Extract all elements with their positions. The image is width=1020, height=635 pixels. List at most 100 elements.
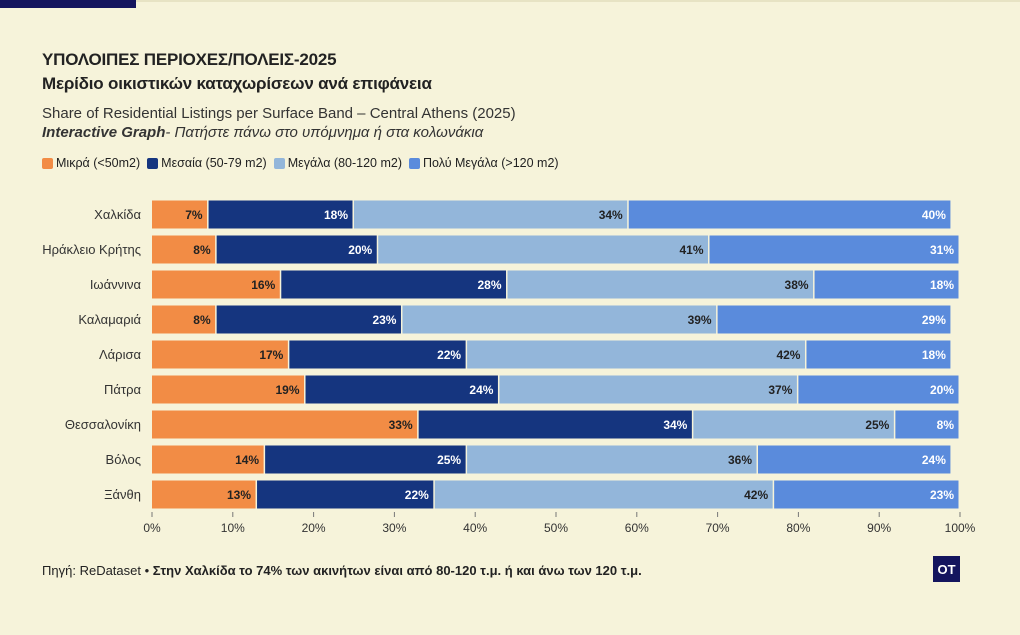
bar-value-label: 14% — [235, 453, 259, 467]
ot-logo[interactable]: OT — [933, 556, 960, 582]
bar-segment[interactable] — [152, 375, 305, 404]
bar-value-label: 8% — [193, 243, 211, 257]
bar-value-label: 38% — [785, 278, 809, 292]
bar-segment[interactable] — [378, 235, 709, 264]
bar-value-label: 36% — [728, 453, 752, 467]
bar-segment[interactable] — [152, 200, 208, 229]
x-tick-label: 80% — [786, 521, 810, 535]
legend-label: Μεγάλα (80-120 m2) — [287, 156, 403, 170]
bar-segment[interactable] — [152, 305, 216, 334]
bar-segment[interactable] — [467, 340, 805, 369]
x-tick-label: 60% — [625, 521, 649, 535]
category-label: Βόλος — [106, 452, 141, 467]
chart-title-secondary: Μερίδιο οικιστικών καταχωρίσεων ανά επιφ… — [42, 74, 432, 93]
bar-segment[interactable] — [152, 340, 288, 369]
bar-segment[interactable] — [717, 305, 951, 334]
bar-segment[interactable] — [814, 270, 959, 299]
bar-segment[interactable] — [265, 445, 466, 474]
x-tick-label: 40% — [463, 521, 487, 535]
bar-value-label: 42% — [744, 488, 768, 502]
bar-segment[interactable] — [257, 480, 434, 509]
legend-item-2[interactable]: Μεγάλα (80-120 m2) — [273, 156, 403, 170]
bar-value-label: 19% — [275, 383, 299, 397]
bar-segment[interactable] — [467, 445, 757, 474]
footer: Πηγή: ReDataset • Στην Χαλκίδα το 74% τω… — [42, 563, 642, 578]
bar-value-label: 40% — [922, 208, 946, 222]
bar-value-label: 25% — [437, 453, 461, 467]
legend-swatch — [409, 157, 421, 169]
bar-value-label: 42% — [776, 348, 800, 362]
bar-value-label: 41% — [679, 243, 703, 257]
bar-segment[interactable] — [216, 235, 377, 264]
x-tick-label: 30% — [382, 521, 406, 535]
bar-segment[interactable] — [693, 410, 894, 439]
bar-segment[interactable] — [152, 480, 256, 509]
bar-segment[interactable] — [152, 410, 418, 439]
bar-segment[interactable] — [305, 375, 498, 404]
bar-value-label: 18% — [930, 278, 954, 292]
legend-swatch — [42, 157, 53, 169]
bar-value-label: 23% — [930, 488, 954, 502]
legend-label: Μικρά (<50m2) — [56, 156, 141, 170]
bar-value-label: 13% — [227, 488, 251, 502]
bar-value-label: 8% — [193, 313, 211, 327]
top-divider — [136, 0, 1020, 2]
chart-title: ΥΠΟΛΟΙΠΕΣ ΠΕΡΙΟΧΕΣ/ΠΟΛΕΙΣ-2025 — [42, 50, 337, 69]
bar-value-label: 18% — [324, 208, 348, 222]
bar-segment[interactable] — [208, 200, 353, 229]
bar-segment[interactable] — [418, 410, 692, 439]
interactive-hint-text: - Πατήστε πάνω στο υπόμνημα ή στα κολωνά… — [165, 124, 484, 141]
bar-segment[interactable] — [354, 200, 628, 229]
bar-value-label: 8% — [937, 418, 955, 432]
x-tick-label: 70% — [706, 521, 730, 535]
bar-segment[interactable] — [152, 270, 280, 299]
bar-value-label: 22% — [405, 488, 429, 502]
x-tick-label: 90% — [867, 521, 891, 535]
category-label: Ξάνθη — [104, 487, 141, 502]
bar-segment[interactable] — [289, 340, 466, 369]
legend-item-1[interactable]: Μεσαία (50-79 m2) — [147, 156, 267, 170]
category-label: Θεσσαλονίκη — [65, 417, 141, 432]
bar-segment[interactable] — [806, 340, 951, 369]
legend-label: Μεσαία (50-79 m2) — [161, 156, 267, 170]
category-label: Ηράκλειο Κρήτης — [42, 242, 141, 257]
bar-segment[interactable] — [628, 200, 951, 229]
legend-label: Πολύ Μεγάλα (>120 m2) — [423, 156, 559, 170]
bar-segment[interactable] — [499, 375, 797, 404]
bar-value-label: 18% — [922, 348, 946, 362]
bar-segment[interactable] — [774, 480, 959, 509]
bar-segment[interactable] — [507, 270, 814, 299]
legend-item-3[interactable]: Πολύ Μεγάλα (>120 m2) — [409, 156, 559, 170]
legend-item-0[interactable]: Μικρά (<50m2) — [42, 156, 140, 170]
source-text: Πηγή: ReDataset — [42, 563, 141, 578]
bar-segment[interactable] — [402, 305, 717, 334]
bar-value-label: 17% — [259, 348, 283, 362]
bar-value-label: 23% — [372, 313, 396, 327]
category-label: Καλαμαριά — [78, 312, 141, 327]
bar-value-label: 37% — [768, 383, 792, 397]
bar-value-label: 16% — [251, 278, 275, 292]
footer-separator: • — [141, 563, 153, 578]
bar-segment[interactable] — [434, 480, 773, 509]
bar-segment[interactable] — [216, 305, 401, 334]
bar-segment[interactable] — [758, 445, 951, 474]
bar-value-label: 39% — [688, 313, 712, 327]
x-tick-label: 10% — [221, 521, 245, 535]
bar-value-label: 7% — [185, 208, 203, 222]
bar-value-label: 31% — [930, 243, 954, 257]
bar-segment[interactable] — [709, 235, 959, 264]
bar-segment[interactable] — [895, 410, 959, 439]
category-label: Πάτρα — [104, 382, 141, 397]
footer-note: Στην Χαλκίδα το 74% των ακινήτων είναι α… — [152, 563, 642, 578]
bar-segment[interactable] — [798, 375, 959, 404]
bar-value-label: 25% — [865, 418, 889, 432]
bar-segment[interactable] — [152, 445, 264, 474]
bar-segment[interactable] — [152, 235, 216, 264]
bar-value-label: 22% — [437, 348, 461, 362]
category-label: Χαλκίδα — [94, 207, 141, 222]
legend: Μικρά (<50m2) Μεσαία (50-79 m2) Μεγάλα (80… — [42, 156, 559, 170]
x-tick-label: 0% — [143, 521, 161, 535]
bar-segment[interactable] — [281, 270, 507, 299]
interactive-hint-bold: Interactive Graph — [42, 124, 166, 141]
bar-value-label: 34% — [663, 418, 687, 432]
